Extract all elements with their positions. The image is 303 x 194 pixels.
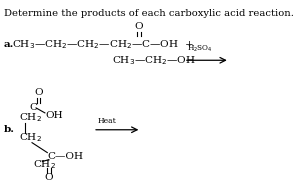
Text: H$_2$SO$_4$: H$_2$SO$_4$ [187,44,213,54]
Text: CH$_2$: CH$_2$ [19,111,42,124]
Text: OH: OH [45,111,62,120]
Text: O: O [135,22,143,31]
Text: Determine the products of each carboxylic acid reaction.: Determine the products of each carboxyli… [4,9,294,18]
Text: b.: b. [4,125,15,134]
Text: CH$_3$—CH$_2$—OH: CH$_3$—CH$_2$—OH [112,54,195,67]
Text: C—OH: C—OH [47,152,83,161]
Text: O: O [45,173,53,182]
Text: Heat: Heat [97,117,116,125]
Text: a.: a. [4,40,14,49]
Text: CH$_2$: CH$_2$ [33,158,56,171]
Text: O: O [34,87,43,97]
Text: C: C [30,103,38,112]
Text: CH$_3$—CH$_2$—CH$_2$—CH$_2$—C—OH  +: CH$_3$—CH$_2$—CH$_2$—CH$_2$—C—OH + [12,38,194,51]
Text: CH$_2$: CH$_2$ [19,131,42,144]
